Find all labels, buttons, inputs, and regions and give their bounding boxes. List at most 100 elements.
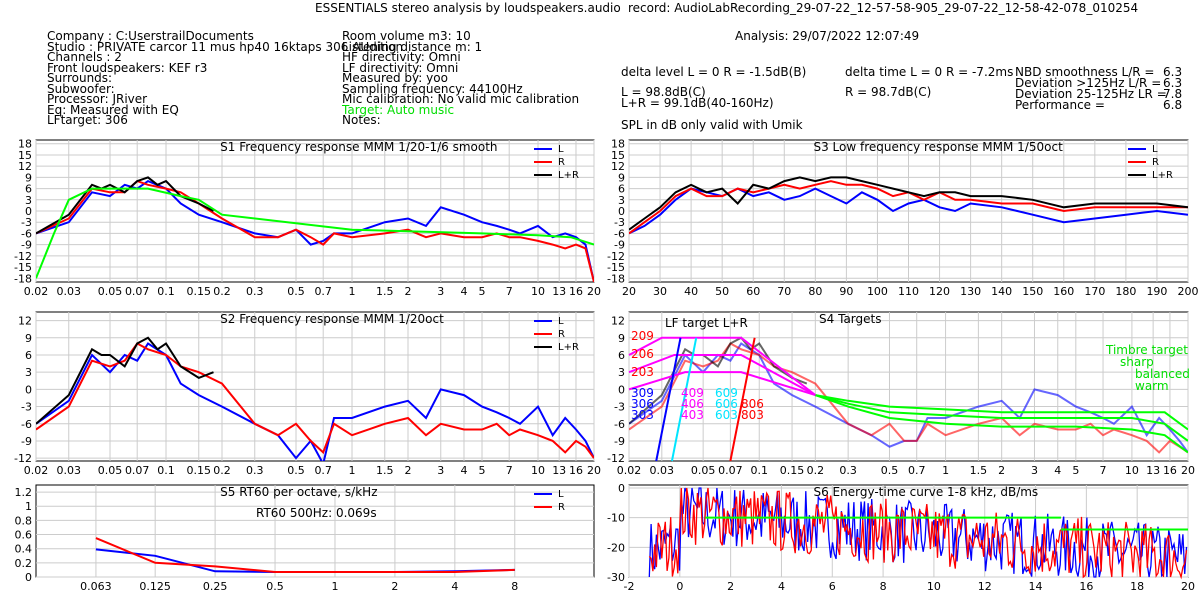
y-tick-label: 9	[25, 171, 32, 184]
x-tick-label: 0.5	[266, 580, 284, 593]
legend-label: R	[1152, 157, 1159, 168]
y-tick-label: 0.4	[15, 543, 33, 556]
x-tick-label: 1.5	[376, 285, 394, 298]
x-tick-label: 0.5	[881, 464, 899, 477]
target-label: 806	[741, 397, 764, 411]
y-tick-label: 1.2	[15, 486, 33, 499]
lf-target-curve	[628, 336, 816, 396]
chart-title: S3 Low frequency response MMM 1/50oct	[813, 140, 1063, 154]
legend-label: L	[558, 144, 564, 155]
y-tick-label: 3	[618, 366, 625, 379]
info-left-line: Eq: Measured with EQ	[47, 102, 179, 117]
target-label: 609	[715, 386, 738, 400]
x-tick-label: 0.02	[24, 464, 49, 477]
x-tick-label: 8	[511, 580, 518, 593]
info-mid-line: Target: Auto music	[342, 102, 455, 117]
x-tick-label: 13	[1146, 464, 1160, 477]
x-tick-label: 2	[391, 580, 398, 593]
x-tick-label: 2	[727, 580, 734, 593]
x-tick-label: 0.2	[213, 464, 231, 477]
y-tick-label: 0	[618, 383, 625, 396]
legend-label: R	[558, 329, 565, 340]
info-left-line: Studio : PRIVATE carcor 11 mus hp40 16kt…	[47, 39, 404, 54]
y-tick-label: 9	[618, 332, 625, 345]
x-tick-label: 4	[460, 464, 467, 477]
series-line-lplusr	[629, 176, 1188, 231]
series-line-lplusr	[36, 336, 214, 425]
info-left-line: Surrounds:	[47, 71, 113, 85]
x-tick-label: 3	[437, 464, 444, 477]
x-tick-label: 10	[531, 464, 545, 477]
x-tick-label: 7	[506, 464, 513, 477]
x-tick-label: 1.5	[376, 464, 394, 477]
x-tick-label: 16	[569, 285, 583, 298]
x-tick-label: 0.07	[125, 464, 150, 477]
x-tick-label: 20	[1181, 580, 1195, 593]
x-tick-label: 0.07	[125, 285, 150, 298]
report-title: ESSENTIALS stereo analysis by loudspeake…	[315, 1, 621, 15]
r-spl: R = 98.7dB(C)	[845, 85, 932, 99]
x-tick-label: 4	[460, 285, 467, 298]
x-tick-label: 190	[1146, 285, 1167, 298]
x-tick-label: 0.3	[246, 464, 264, 477]
y-tick-label: 0	[25, 571, 32, 584]
x-tick-label: 2	[405, 464, 412, 477]
series-line-l	[629, 342, 1188, 453]
series-line-lplusr	[629, 336, 808, 425]
series-line-warm	[814, 394, 1188, 454]
y-tick-label: -12	[14, 452, 32, 465]
x-tick-label: 200	[1178, 285, 1199, 298]
y-tick-label: 3	[25, 366, 32, 379]
legend-label: L+R	[558, 342, 579, 353]
timbre-label: balanced	[1135, 367, 1190, 381]
y-tick-label: 0.6	[15, 529, 33, 542]
x-tick-label: 90	[839, 285, 853, 298]
y-tick-label: -12	[607, 452, 625, 465]
delta-level: delta level L = 0 R = -1.5dB(B)	[621, 65, 807, 79]
y-tick-label: 12	[18, 315, 32, 328]
umik-note: SPL in dB only valid with Umik	[621, 118, 803, 132]
x-tick-label: 0.05	[98, 464, 123, 477]
y-tick-label: -15	[14, 261, 32, 274]
y-tick-label: 18	[18, 138, 32, 151]
info-mid-line: Mic calibration: No valid mic calibratio…	[342, 92, 580, 106]
x-tick-label: 0.5	[287, 464, 305, 477]
info-left-line: Company : C:UserstrailDocuments	[47, 29, 254, 43]
x-tick-label: 180	[1115, 285, 1136, 298]
x-tick-label: 13	[552, 285, 566, 298]
metric-label: Deviation 25-125Hz LR =	[1015, 87, 1167, 101]
x-tick-label: 0.7	[908, 464, 926, 477]
y-tick-label: 6	[618, 349, 625, 362]
x-tick-label: 6	[829, 580, 836, 593]
x-tick-label: 16	[1163, 464, 1177, 477]
x-tick-label: 7	[506, 285, 513, 298]
x-tick-label: 4	[1054, 464, 1061, 477]
x-tick-label: 110	[898, 285, 919, 298]
x-tick-label: 130	[960, 285, 981, 298]
y-tick-label: 6	[25, 349, 32, 362]
y-tick-label: -6	[614, 418, 625, 431]
x-tick-label: 10	[531, 285, 545, 298]
target-label: 303	[631, 408, 654, 422]
target-label: 409	[681, 386, 704, 400]
x-tick-label: 0.5	[287, 285, 305, 298]
plot-frame	[35, 311, 595, 462]
series-line-r	[629, 180, 1188, 235]
series-line-l	[95, 548, 515, 573]
y-tick-label: -3	[21, 401, 32, 414]
y-tick-label: -18	[14, 272, 32, 285]
x-tick-label: 0.03	[57, 285, 82, 298]
x-tick-label: 1	[349, 285, 356, 298]
x-tick-label: 0.3	[839, 464, 857, 477]
x-tick-label: 170	[1084, 285, 1105, 298]
target-label: 306	[631, 397, 654, 411]
x-tick-label: 0.15	[187, 285, 212, 298]
metric-label: Deviation >125Hz L/R =	[1015, 76, 1162, 90]
x-tick-label: 70	[777, 285, 791, 298]
x-tick-label: 0.03	[650, 464, 675, 477]
analysis-date: Analysis: 29/07/2022 12:07:49	[735, 29, 920, 43]
x-tick-label: 16	[1079, 580, 1093, 593]
